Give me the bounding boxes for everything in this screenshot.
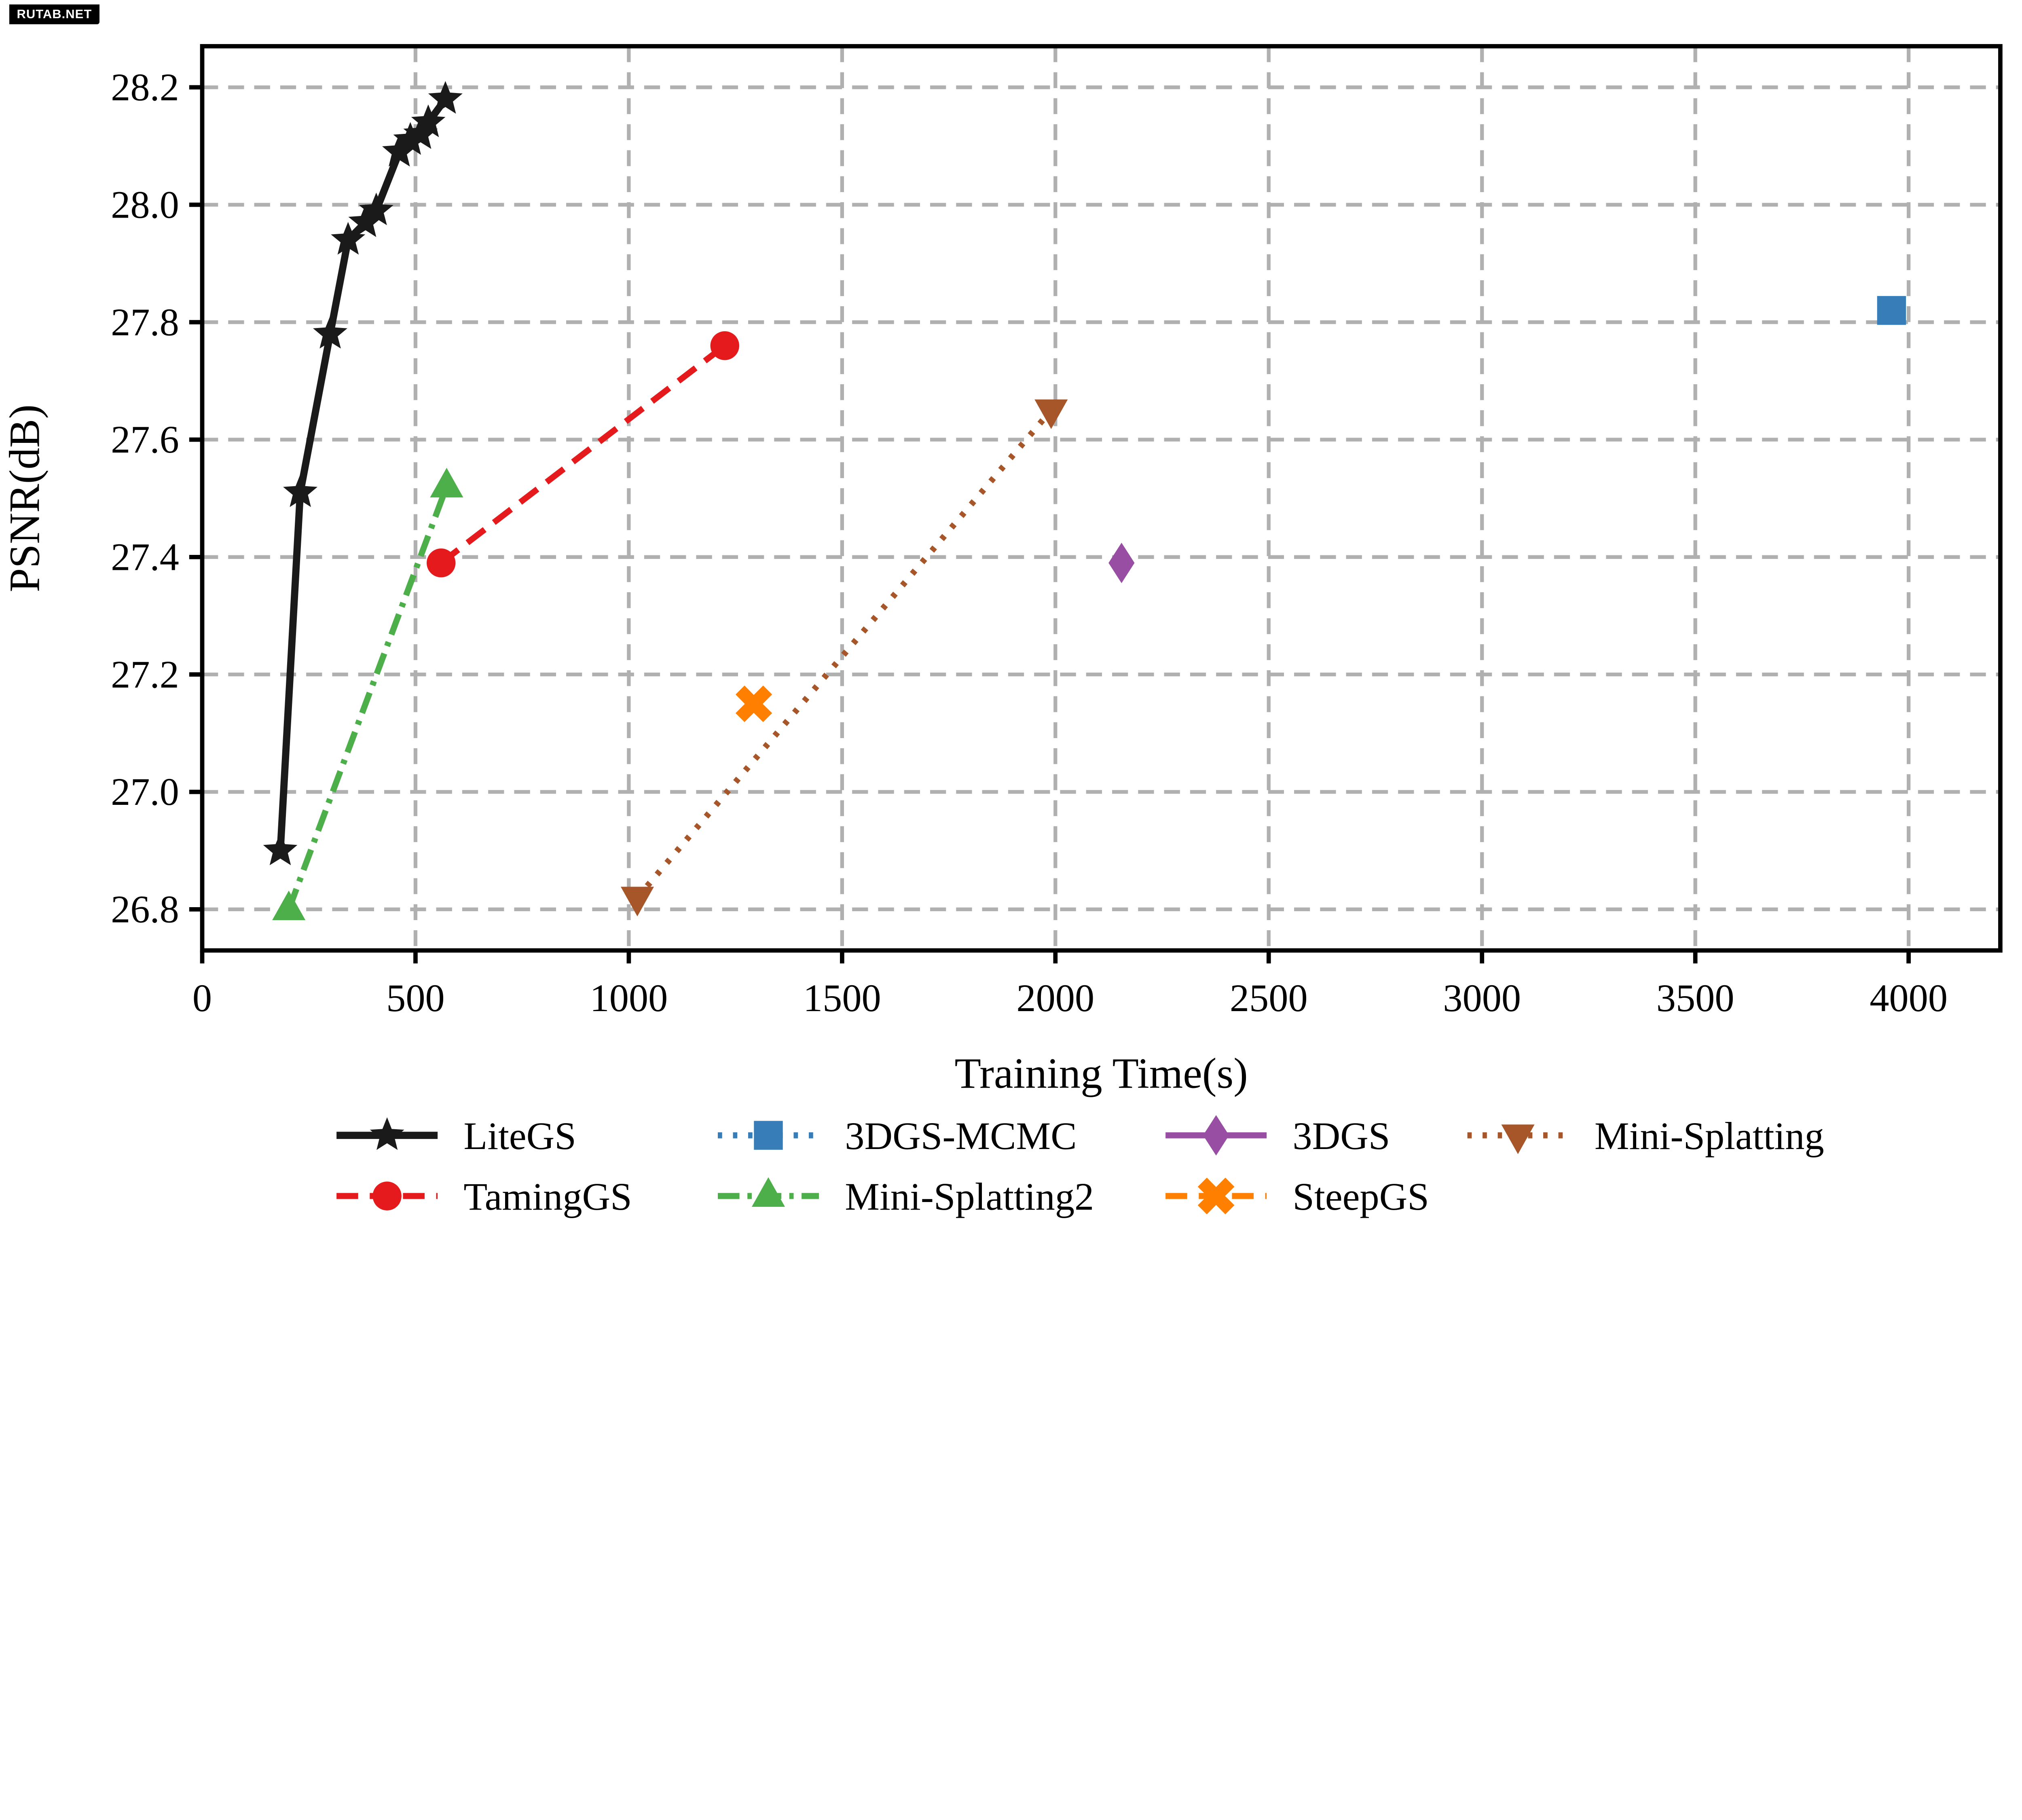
x-tick-label: 2000 [1016,976,1094,1020]
y-axis-label: PSNR(dB) [1,404,49,592]
series-LiteGS-marker-star-icon [263,832,298,866]
y-tick-label: 27.0 [111,770,179,813]
series-Mini-Splatting-marker-triangle-down-icon [620,887,654,916]
legend-LiteGS-marker-star-icon [370,1117,404,1150]
series-TamingGS-marker-circle-icon [710,331,739,360]
series-LiteGS-marker-star-icon [313,316,347,349]
y-tick-label: 28.0 [111,183,179,226]
series-SteepGS-marker-x-icon [735,685,772,722]
legend-SteepGS-marker-x-icon [1197,1177,1235,1215]
series-line-Mini-Splatting [635,408,1054,900]
legend-label-Mini-Splatting: Mini-Splatting [1595,1114,1824,1158]
legend-item-LiteGS: LiteGS [336,1114,576,1158]
y-tick-label: 27.2 [111,653,179,696]
x-tick-label: 4000 [1870,976,1948,1020]
series-3DGS-MCMC-marker-square-icon [1877,296,1906,325]
x-axis-label: Training Time(s) [955,1050,1248,1097]
legend-item-3DGS: 3DGS [1165,1114,1390,1158]
legend-label-3DGS-MCMC: 3DGS-MCMC [845,1114,1077,1158]
x-tick-label: 1500 [803,976,881,1020]
legend-TamingGS-marker-circle-icon [372,1181,402,1211]
series-Mini-Splatting2-marker-triangle-up-icon [272,890,306,921]
x-tick-label: 1000 [590,976,668,1020]
y-tick-label: 28.2 [111,66,179,109]
chart-background [0,0,2022,1300]
figure: 0 500 1000 1500 2000 2500 3000 3500 4000 26.8 27.0… [0,0,2022,1300]
watermark-text: RUTAB.NET [17,7,92,21]
series-line-TamingGS [439,343,727,565]
legend-label-TamingGS: TamingGS [463,1175,632,1218]
legend-label-Mini-Splatting2: Mini-Splatting2 [845,1175,1094,1218]
legend-item-Mini-Splatting2: Mini-Splatting2 [718,1175,1094,1218]
legend-Mini-Splatting-marker-triangle-down-icon [1501,1124,1535,1154]
series-LiteGS-marker-star-icon [359,193,393,225]
legend-item-Mini-Splatting: Mini-Splatting [1467,1114,1824,1158]
legend-3DGS-MCMC-marker-square-icon [754,1121,783,1150]
legend-3DGS-marker-diamond-icon [1203,1115,1229,1156]
series-LiteGS-marker-star-icon [331,222,366,255]
y-tick-label: 27.8 [111,301,179,344]
legend-label-LiteGS: LiteGS [463,1114,576,1158]
x-tick-label: 500 [386,976,445,1020]
x-tick-label: 2500 [1230,976,1308,1020]
legend-item-SteepGS: SteepGS [1165,1175,1429,1218]
y-tick-label: 27.6 [111,418,179,461]
y-tick-label: 27.4 [111,535,179,578]
legend-item-TamingGS: TamingGS [336,1175,632,1218]
series-TamingGS-marker-circle-icon [427,548,456,578]
series-LiteGS-marker-star-icon [283,474,318,507]
series-LiteGS-marker-star-icon [428,81,463,114]
series-LiteGS-marker-star-icon [348,204,383,237]
series-line-Mini-Splatting2 [286,485,450,910]
legend-label-3DGS: 3DGS [1292,1114,1390,1158]
x-tick-label: 3500 [1656,976,1734,1020]
chart: 0 500 1000 1500 2000 2500 3000 3500 4000 26.8 27.0… [0,0,2022,1300]
x-tick-label: 0 [192,976,212,1020]
x-tick-label: 3000 [1443,976,1521,1020]
legend-Mini-Splatting2-marker-triangle-up-icon [751,1177,785,1207]
plot-frame [200,44,2003,953]
series-Mini-Splatting-marker-triangle-down-icon [1034,399,1068,429]
y-tick-label: 26.8 [111,888,179,931]
legend-item-3DGS-MCMC: 3DGS-MCMC [718,1114,1077,1158]
series-LiteGS-marker-star-icon [393,122,428,155]
series-Mini-Splatting2-marker-triangle-up-icon [430,468,463,497]
watermark-badge: RUTAB.NET [9,4,100,25]
series-LiteGS-marker-star-icon [382,134,417,167]
series-LiteGS-marker-star-icon [411,104,446,138]
legend-label-SteepGS: SteepGS [1292,1175,1429,1218]
